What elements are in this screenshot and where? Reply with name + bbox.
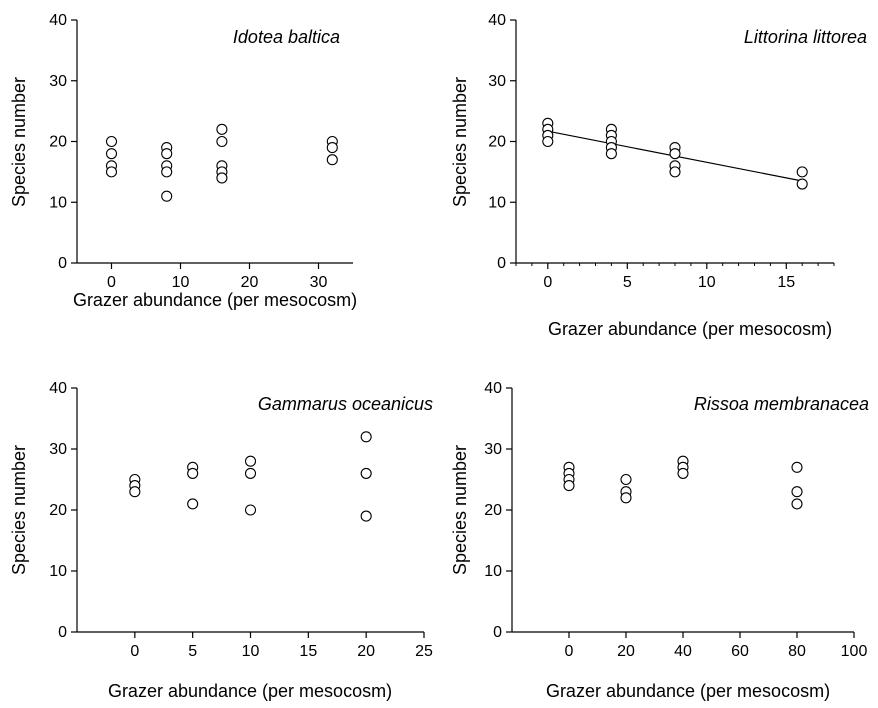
x-tick-label: 15 (299, 643, 317, 660)
panel-title: Gammarus oceanicus (258, 394, 433, 414)
y-tick-label: 30 (49, 441, 67, 458)
y-tick-label: 40 (49, 12, 67, 29)
y-tick-label: 0 (493, 624, 502, 641)
data-point (360, 510, 372, 522)
y-tick-label: 40 (484, 380, 502, 397)
y-tick-label: 10 (488, 194, 506, 211)
panel-4: 0 10 20 30 40 0 20 40 60 80 100 Rissoa membranacea S… (450, 380, 869, 701)
data-point (542, 135, 554, 148)
data-point (105, 148, 118, 160)
data-point (791, 486, 803, 498)
x-tick-label: 20 (617, 643, 635, 660)
y-tick-label: 10 (49, 563, 67, 580)
x-tick-label: 20 (357, 643, 375, 660)
x-axis-label: Grazer abundance (per mesocosm) (546, 681, 830, 701)
panel-3: 0 10 20 30 40 0 5 10 15 20 25 Gammarus oceanicus Spe… (9, 380, 433, 701)
panel-title: Rissoa membranacea (694, 394, 869, 414)
y-tick-label: 0 (58, 255, 67, 272)
panel-1: 0 10 20 30 40 0 10 20 30 Idotea baltica Species nu… (9, 12, 357, 310)
y-tick-label: 10 (49, 194, 67, 211)
data-point (620, 473, 632, 486)
y-tick-label: 20 (49, 502, 67, 519)
data-point (244, 455, 257, 467)
x-tick-label: 0 (130, 643, 139, 660)
y-tick-label: 30 (484, 441, 502, 458)
y-tick-label: 40 (49, 380, 67, 397)
x-tick-label: 15 (777, 274, 795, 291)
x-tick-label: 20 (241, 274, 259, 291)
data-point (669, 166, 681, 178)
data-point (563, 480, 575, 492)
data-point (244, 467, 257, 479)
x-tick-label: 10 (172, 274, 190, 291)
y-tick-label: 20 (488, 134, 506, 151)
data-point (105, 166, 118, 178)
data-point (796, 178, 808, 190)
data-point (605, 148, 617, 160)
panel-2: 0 10 20 30 40 0 5 10 15 Littorina littorea Species… (450, 12, 867, 339)
y-tick-label: 0 (58, 624, 67, 641)
data-point (129, 486, 141, 498)
data-point (677, 467, 689, 479)
x-tick-label: 100 (841, 643, 868, 660)
data-point (669, 148, 681, 160)
x-tick-label: 60 (731, 643, 749, 660)
x-tick-label: 0 (107, 274, 116, 291)
y-tick-label: 0 (497, 255, 506, 272)
data-point (161, 166, 173, 178)
y-axis-label: Species number (9, 77, 29, 207)
data-point (216, 135, 228, 148)
y-axis-label: Species number (450, 77, 470, 207)
x-tick-label: 40 (674, 643, 692, 660)
data-point (244, 504, 257, 516)
x-tick-label: 0 (565, 643, 574, 660)
y-tick-label: 30 (49, 73, 67, 90)
data-point (326, 142, 338, 154)
x-axis-label: Grazer abundance (per mesocosm) (73, 290, 357, 310)
x-axis-label: Grazer abundance (per mesocosm) (108, 681, 392, 701)
y-axis-label: Species number (450, 445, 470, 575)
y-tick-label: 30 (488, 73, 506, 90)
x-tick-label: 5 (623, 274, 632, 291)
x-tick-label: 10 (698, 274, 716, 291)
y-tick-label: 20 (49, 134, 67, 151)
x-tick-label: 0 (543, 274, 552, 291)
data-point (360, 431, 372, 443)
data-point (360, 467, 372, 479)
data-point (216, 123, 228, 135)
data-point (187, 498, 199, 510)
x-tick-label: 25 (415, 643, 433, 660)
data-point (791, 498, 803, 510)
x-tick-label: 80 (788, 643, 806, 660)
data-point (216, 172, 228, 184)
y-axis-label: Species number (9, 445, 29, 575)
data-point (620, 492, 632, 504)
data-point (161, 148, 173, 160)
x-tick-label: 30 (310, 274, 328, 291)
data-point (326, 154, 338, 166)
data-point (161, 190, 173, 202)
y-tick-label: 40 (488, 12, 506, 29)
x-tick-label: 5 (188, 643, 197, 660)
y-tick-label: 20 (484, 502, 502, 519)
data-point (187, 467, 199, 479)
panel-title: Littorina littorea (744, 27, 867, 47)
y-tick-label: 10 (484, 563, 502, 580)
x-tick-label: 10 (242, 643, 260, 660)
data-point (796, 166, 808, 178)
x-axis-label: Grazer abundance (per mesocosm) (548, 319, 832, 339)
panel-title: Idotea baltica (233, 27, 340, 47)
data-point (105, 135, 118, 148)
data-point (791, 461, 803, 473)
